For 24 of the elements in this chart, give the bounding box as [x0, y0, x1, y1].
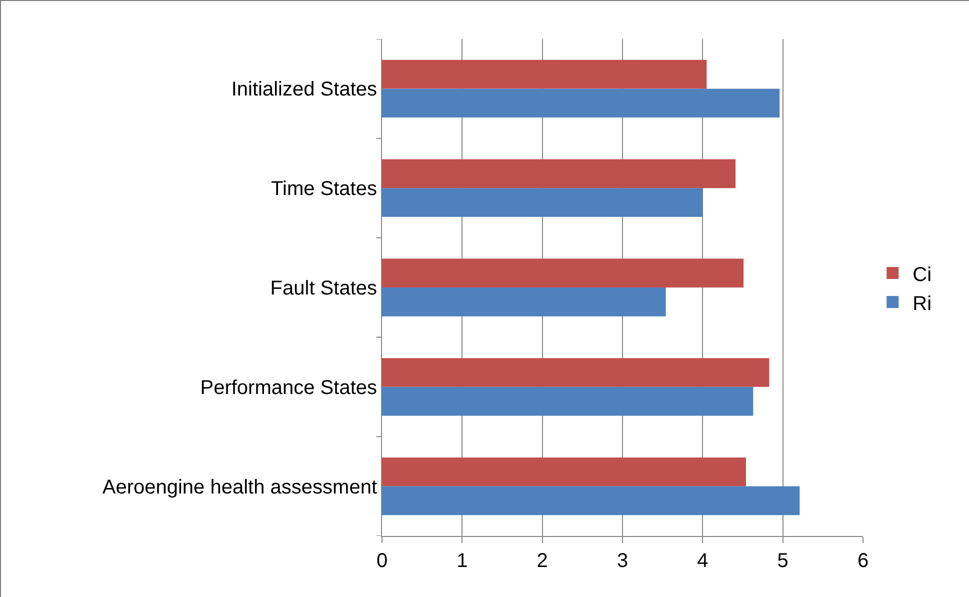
- x-tick-label: 5: [777, 550, 788, 572]
- x-tick-label: 6: [857, 550, 869, 572]
- x-tick-label: 2: [536, 550, 548, 572]
- bar: [382, 258, 744, 288]
- legend-label: Ri: [912, 292, 932, 315]
- x-tick-label: 4: [697, 550, 708, 572]
- bar: [382, 188, 703, 217]
- x-tick-label: 0: [376, 550, 388, 572]
- legend-label: Ci: [912, 264, 932, 286]
- x-tick-label: 1: [456, 550, 468, 572]
- x-tick-label: 3: [616, 550, 628, 572]
- bar: [382, 358, 770, 387]
- bar: [382, 159, 736, 188]
- y-tick-label: Time States: [271, 178, 377, 200]
- y-tick-label: Fault States: [270, 278, 377, 300]
- bar: [382, 288, 666, 316]
- y-tick-label: Aeroengine health assessment: [102, 476, 378, 498]
- y-tick-label: Performance States: [200, 376, 377, 399]
- bar: [382, 88, 780, 118]
- bar: [382, 457, 746, 486]
- bar: [382, 486, 800, 516]
- bar: [382, 386, 754, 416]
- y-tick-label: Initialized States: [231, 78, 377, 101]
- bar: [382, 60, 707, 89]
